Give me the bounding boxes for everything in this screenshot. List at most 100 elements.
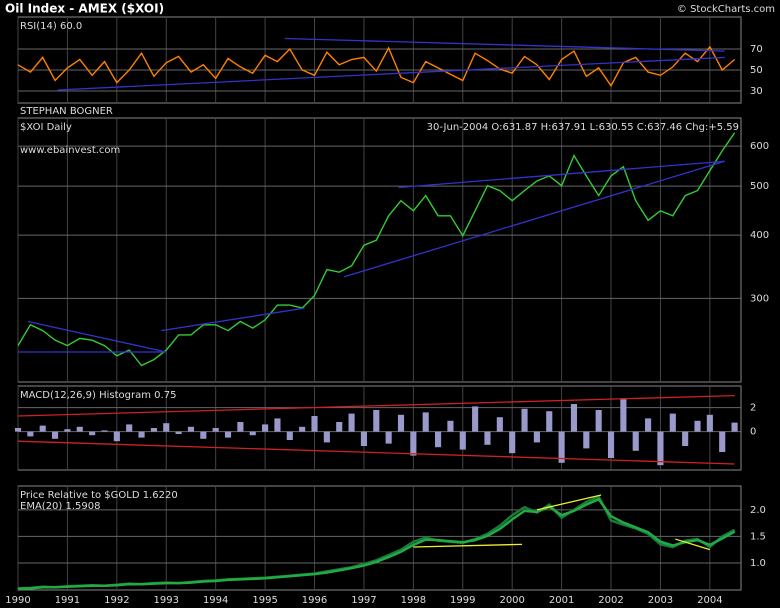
- histogram-bar: [731, 422, 738, 432]
- histogram-bar: [64, 429, 71, 432]
- histogram-bar: [472, 406, 479, 432]
- y-tick-label: 30: [750, 86, 763, 97]
- y-tick-label: 600: [750, 141, 769, 152]
- x-tick-label: 1993: [154, 595, 179, 606]
- histogram-bar: [89, 431, 96, 436]
- trendline: [343, 160, 725, 278]
- x-tick-label: 2002: [598, 595, 623, 606]
- panel-title: $XOI Daily: [20, 122, 72, 133]
- y-tick-label: 1.5: [750, 531, 766, 542]
- histogram-bar: [397, 414, 405, 432]
- x-tick-label: 2000: [499, 595, 524, 606]
- x-tick-label: 1996: [302, 595, 327, 606]
- histogram-bar: [336, 422, 343, 432]
- histogram-bar: [113, 431, 120, 442]
- x-tick-label: 1995: [252, 595, 277, 606]
- x-tick-label: 1992: [104, 595, 129, 606]
- y-tick-label: 70: [750, 44, 763, 55]
- legend-entry: Price Relative to $GOLD 1.6220: [20, 490, 178, 501]
- histogram-bar: [39, 425, 46, 432]
- trendline: [675, 538, 711, 551]
- histogram-bar: [163, 423, 170, 432]
- x-tick-label: 2003: [648, 595, 673, 606]
- trendline: [17, 394, 735, 417]
- histogram-bar: [645, 418, 652, 432]
- histogram-bar: [595, 410, 602, 432]
- histogram-bar: [299, 426, 306, 432]
- histogram-bar: [150, 428, 157, 432]
- histogram-bar: [224, 431, 232, 438]
- histogram-bar: [262, 424, 269, 432]
- histogram-bar: [583, 431, 590, 449]
- trendline: [161, 307, 305, 332]
- trendline: [536, 494, 602, 511]
- y-tick-label: 300: [750, 293, 769, 304]
- histogram-bar: [620, 399, 627, 432]
- histogram-bar: [484, 431, 491, 445]
- histogram-bar: [509, 431, 516, 454]
- histogram-bar: [373, 410, 380, 432]
- legend-entry: EMA(20) 1.5908: [20, 501, 100, 512]
- histogram-bar: [546, 411, 553, 432]
- annotation: 30-Jun-2004 O:631.87 H:637.91 L:630.55 C…: [427, 122, 739, 133]
- x-tick-label: 1991: [55, 595, 80, 606]
- trendline: [27, 320, 167, 353]
- x-tick-label: 1990: [5, 595, 30, 606]
- panel: [17, 16, 742, 104]
- y-tick-label: 0: [750, 427, 756, 438]
- histogram-bar: [385, 431, 392, 444]
- histogram-bar: [360, 431, 367, 446]
- histogram-bar: [521, 408, 528, 432]
- histogram-bar: [126, 424, 133, 432]
- histogram-bar: [434, 431, 442, 448]
- trendline: [398, 160, 725, 189]
- y-tick-label: 50: [750, 65, 763, 76]
- histogram-bar: [558, 431, 565, 463]
- y-tick-label: 2.0: [750, 505, 766, 516]
- histogram-bar: [682, 431, 689, 446]
- histogram-bar: [533, 431, 540, 443]
- trendline: [284, 37, 725, 52]
- x-tick-label: 2004: [697, 595, 722, 606]
- histogram-bar: [286, 431, 293, 440]
- trendline: [413, 543, 523, 548]
- panel: [17, 485, 742, 591]
- histogram-bar: [27, 431, 34, 437]
- x-tick-label: 1998: [401, 595, 426, 606]
- histogram-bar: [410, 431, 417, 456]
- x-tick-label: 1994: [203, 595, 228, 606]
- histogram-bar: [706, 414, 713, 432]
- chart-title: Oil Index - AMEX ($XOI): [5, 2, 164, 16]
- histogram-bar: [348, 413, 355, 432]
- histogram-bar: [52, 431, 59, 439]
- histogram-bar: [200, 431, 207, 439]
- histogram-bar: [187, 426, 195, 432]
- histogram-bar: [570, 404, 578, 432]
- annotation: STEPHAN BOGNER: [20, 106, 113, 117]
- histogram-bar: [422, 412, 429, 432]
- histogram-bar: [496, 417, 503, 432]
- y-tick-label: 1.0: [750, 558, 766, 569]
- histogram-bar: [175, 431, 182, 434]
- histogram-bar: [607, 431, 615, 458]
- histogram-bar: [138, 431, 145, 438]
- watermark: www.ebainvest.com: [20, 145, 120, 156]
- histogram-bar: [76, 426, 83, 432]
- histogram-bar: [237, 422, 244, 432]
- panel-title: RSI(14) 60.0: [20, 21, 82, 32]
- histogram-bar: [669, 413, 676, 432]
- histogram-bar: [447, 420, 454, 432]
- histogram-bar: [657, 431, 664, 466]
- histogram-bar: [101, 430, 108, 432]
- histogram-bar: [459, 431, 466, 450]
- x-tick-label: 2001: [549, 595, 574, 606]
- y-tick-label: 2: [750, 403, 756, 414]
- trendline: [57, 56, 725, 91]
- panel-title: MACD(12,26,9) Histogram 0.75: [20, 390, 176, 401]
- y-tick-label: 400: [750, 230, 769, 241]
- x-tick-label: 1999: [450, 595, 475, 606]
- series-line: [17, 132, 736, 367]
- histogram-bar: [323, 431, 330, 443]
- trendline: [17, 440, 735, 465]
